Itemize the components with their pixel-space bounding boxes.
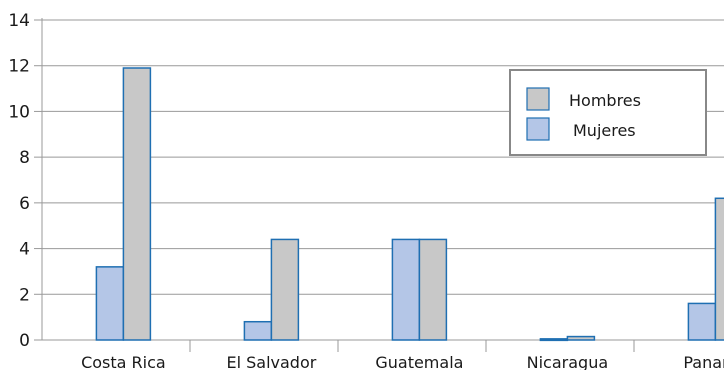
y-tick-label: 0 — [19, 331, 30, 351]
x-tick-labels: Costa Rica El Salvador Guatemala Nicaragua P… — [81, 353, 724, 372]
axes — [34, 18, 724, 352]
x-tick-label: El Salvador — [226, 353, 316, 370]
legend-label-mujeres: Mujeres — [573, 121, 636, 140]
legend: Hombres Mujeres — [509, 69, 707, 156]
bar-mujeres-3 — [539, 338, 569, 342]
y-tick-labels: 0 2 4 6 8 10 12 14 — [8, 11, 30, 351]
legend-swatch-mujeres — [526, 117, 550, 141]
bars — [95, 67, 724, 342]
bar-mujeres-1 — [243, 320, 273, 341]
bar-mujeres-0 — [95, 266, 125, 341]
y-tick-label: 2 — [19, 285, 30, 305]
y-tick-label: 6 — [19, 194, 30, 214]
y-tick-label: 12 — [8, 57, 30, 77]
bar-mujeres-4 — [687, 302, 717, 341]
y-tick-label: 8 — [19, 148, 30, 168]
bar-hombres-3 — [566, 335, 596, 341]
x-tick-label: Guatemala — [375, 353, 463, 370]
x-tick-label: Nicaragua — [527, 353, 609, 370]
bar-hombres-0 — [122, 67, 152, 341]
grid-lines — [42, 19, 724, 295]
x-tick-label: Panamá — [683, 353, 724, 370]
bar-hombres-1 — [270, 238, 300, 341]
y-tick-label: 4 — [19, 240, 30, 260]
y-tick-label: 14 — [8, 11, 30, 31]
x-tick-label: Costa Rica — [81, 353, 166, 370]
legend-box — [509, 69, 707, 156]
bar-hombres-2 — [418, 238, 448, 341]
legend-swatch-hombres — [526, 87, 550, 111]
legend-label-hombres: Hombres — [569, 91, 641, 110]
bar-mujeres-2 — [391, 238, 421, 341]
bar-hombres-4 — [714, 197, 724, 341]
y-tick-label: 10 — [8, 102, 30, 122]
